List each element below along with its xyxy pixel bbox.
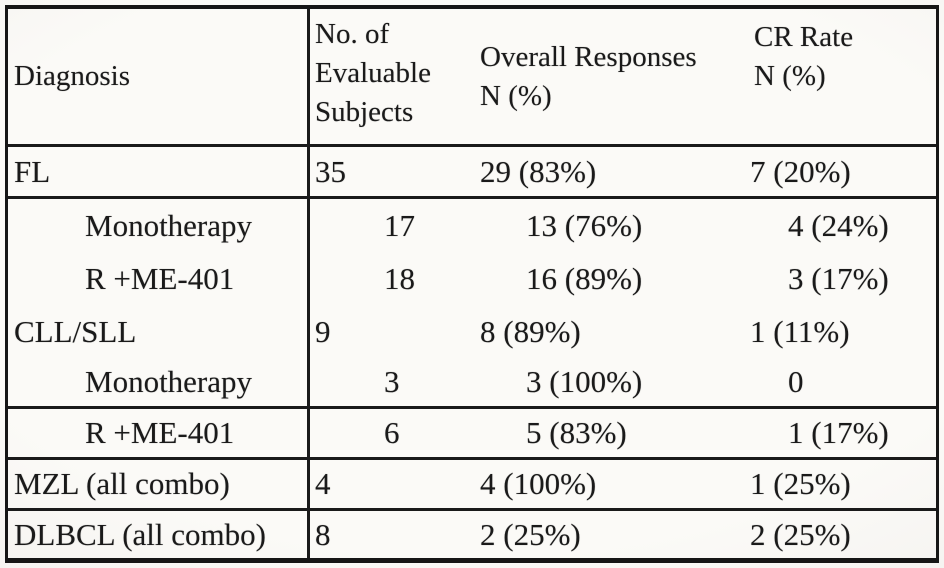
table-row-fl-r-me401: R +ME-401 18 16 (89%) 3 (17%) <box>8 252 936 305</box>
overall-responses-cell: 4 (100%) <box>480 466 597 501</box>
col-header-overall-responses: Overall Responses N (%) <box>480 40 697 112</box>
cr-rate-cell: 7 (20%) <box>750 153 851 189</box>
overall-responses-cell: 5 (83%) <box>526 415 627 450</box>
col-header-diagnosis: Diagnosis <box>8 9 310 144</box>
diagnosis-cell: Monotherapy <box>8 199 310 252</box>
diagnosis-cell: R +ME-401 <box>8 409 310 457</box>
overall-responses-cell: 8 (89%) <box>480 313 581 349</box>
cr-rate-cell: 0 <box>788 364 804 399</box>
diagnosis-cell: R +ME-401 <box>8 252 310 305</box>
cr-rate-cell: 1 (11%) <box>750 313 850 349</box>
table-row-fl-monotherapy: Monotherapy 17 13 (76%) 4 (24%) <box>8 199 936 252</box>
cr-rate-cell: 1 (25%) <box>750 466 851 501</box>
cr-rate-cell: 3 (17%) <box>788 260 889 296</box>
subjects-cell: 35 <box>315 153 346 189</box>
col-header-evaluable-subjects: No. of Evaluable Subjects <box>315 18 431 128</box>
response-rates-table: Diagnosis No. of Evaluable Subjects Over… <box>5 5 939 563</box>
overall-responses-cell: 29 (83%) <box>480 153 597 189</box>
diagnosis-cell: Monotherapy <box>8 358 310 406</box>
table-row-cll-sll: CLL/SLL 9 8 (89%) 1 (11%) <box>8 305 936 358</box>
overall-responses-cell: 3 (100%) <box>526 364 643 399</box>
subjects-cell: 3 <box>384 364 400 399</box>
table-row-dlbcl: DLBCL (all combo) 8 2 (25%) 2 (25%) <box>8 511 936 558</box>
overall-responses-cell: 2 (25%) <box>480 516 581 552</box>
cr-rate-cell: 4 (24%) <box>788 207 889 243</box>
table-header-row: Diagnosis No. of Evaluable Subjects Over… <box>8 9 936 147</box>
table-row-cll-monotherapy: Monotherapy 3 3 (100%) 0 <box>8 358 936 409</box>
subjects-cell: 9 <box>315 313 331 349</box>
subjects-cell: 8 <box>315 516 331 552</box>
diagnosis-cell: MZL (all combo) <box>8 460 310 508</box>
diagnosis-cell: CLL/SLL <box>8 305 310 358</box>
subjects-cell: 6 <box>384 415 400 450</box>
cr-rate-cell: 1 (17%) <box>788 415 889 450</box>
table-row-fl: FL 35 29 (83%) 7 (20%) <box>8 147 936 199</box>
diagnosis-cell: DLBCL (all combo) <box>8 511 310 558</box>
cr-rate-cell: 2 (25%) <box>750 516 851 552</box>
table-row-mzl: MZL (all combo) 4 4 (100%) 1 (25%) <box>8 460 936 511</box>
overall-responses-cell: 16 (89%) <box>526 260 643 296</box>
col-header-cr-rate: CR Rate N (%) <box>754 21 854 92</box>
subjects-cell: 17 <box>384 207 415 243</box>
subjects-cell: 18 <box>384 260 415 296</box>
diagnosis-cell: FL <box>8 147 310 196</box>
table-row-cll-r-me401: R +ME-401 6 5 (83%) 1 (17%) <box>8 409 936 460</box>
overall-responses-cell: 13 (76%) <box>526 207 643 243</box>
subjects-cell: 4 <box>315 466 331 501</box>
